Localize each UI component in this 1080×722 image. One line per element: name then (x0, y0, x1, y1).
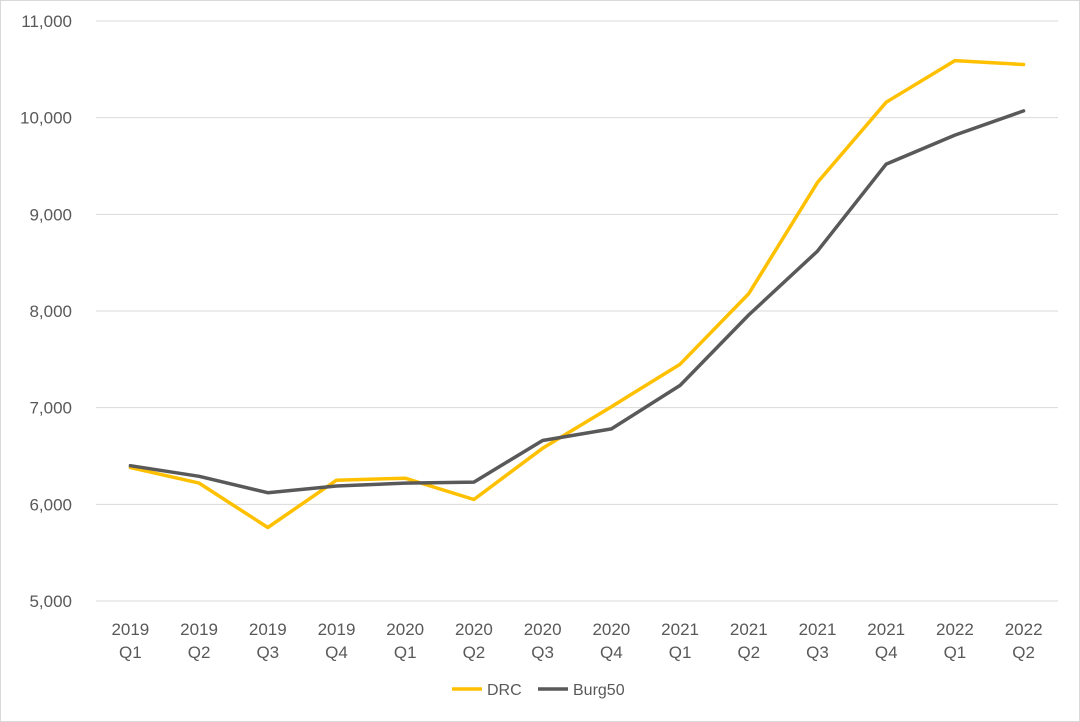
legend-item-drc: DRC (452, 682, 522, 699)
x-tick-quarter: Q1 (119, 643, 142, 662)
x-tick-quarter: Q3 (256, 643, 279, 662)
x-tick-quarter: Q2 (1012, 643, 1035, 662)
x-tick-quarter: Q2 (737, 643, 760, 662)
y-tick-label: 6,000 (29, 495, 72, 514)
x-tick-label: 2019 Q2 (180, 620, 218, 662)
x-tick-quarter: Q2 (188, 643, 211, 662)
gridlines (96, 20, 1058, 602)
y-tick-label: 11,000 (21, 12, 72, 31)
legend-label: Burg50 (573, 682, 625, 699)
series-line-burg50 (128, 109, 1026, 495)
x-axis-ticks: 2019Q12019Q22019Q32019Q42020Q12020Q22020… (111, 620, 1042, 662)
x-tick-year: 2019 (249, 620, 287, 639)
x-tick-year: 2021 (867, 620, 905, 639)
x-tick-label: 2021 Q3 (799, 620, 837, 662)
series-lines (128, 58, 1026, 530)
x-tick-quarter: Q4 (325, 643, 348, 662)
series-line-drc (128, 58, 1026, 530)
y-tick-label: 9,000 (29, 205, 72, 224)
x-tick-label: 2020 Q3 (524, 620, 562, 662)
x-tick-year: 2019 (111, 620, 149, 639)
x-tick-label: 2020 Q4 (592, 620, 630, 662)
x-tick-year: 2020 (592, 620, 630, 639)
y-tick-label: 10,000 (20, 109, 72, 128)
y-tick-label: 5,000 (29, 592, 72, 611)
x-tick-label: 2021 Q4 (867, 620, 905, 662)
x-tick-label: 2019 Q4 (318, 620, 356, 662)
x-tick-quarter: Q1 (669, 643, 692, 662)
x-tick-label: 2019 Q3 (249, 620, 287, 662)
x-tick-quarter: Q1 (394, 643, 417, 662)
x-tick-quarter: Q3 (806, 643, 829, 662)
legend: DRC Burg50 (452, 682, 625, 699)
x-tick-year: 2019 (180, 620, 218, 639)
x-tick-year: 2021 (730, 620, 768, 639)
x-tick-label: 2022 Q2 (1005, 620, 1043, 662)
x-tick-label: 2020 Q1 (386, 620, 424, 662)
x-tick-year: 2021 (799, 620, 837, 639)
x-tick-label: 2020 Q2 (455, 620, 493, 662)
x-tick-year: 2021 (661, 620, 699, 639)
y-axis-ticks: 5,000 6,000 7,000 8,000 9,000 10,000 11,000 (20, 12, 72, 611)
x-tick-label: 2019 Q1 (111, 620, 149, 662)
x-tick-label: 2021 Q2 (730, 620, 768, 662)
legend-label: DRC (487, 682, 522, 699)
y-tick-label: 7,000 (29, 399, 72, 418)
x-tick-label: 2022 Q1 (936, 620, 974, 662)
y-tick-label: 8,000 (29, 302, 72, 321)
x-tick-year: 2020 (524, 620, 562, 639)
x-tick-year: 2019 (318, 620, 356, 639)
legend-item-burg50: Burg50 (538, 682, 625, 699)
x-tick-quarter: Q2 (463, 643, 486, 662)
x-tick-year: 2022 (1005, 620, 1043, 639)
x-tick-quarter: Q4 (875, 643, 898, 662)
x-tick-quarter: Q1 (944, 643, 967, 662)
x-tick-label: 2021 Q1 (661, 620, 699, 662)
x-tick-quarter: Q4 (600, 643, 623, 662)
x-tick-quarter: Q3 (531, 643, 554, 662)
x-tick-year: 2022 (936, 620, 974, 639)
x-tick-year: 2020 (455, 620, 493, 639)
x-tick-year: 2020 (386, 620, 424, 639)
